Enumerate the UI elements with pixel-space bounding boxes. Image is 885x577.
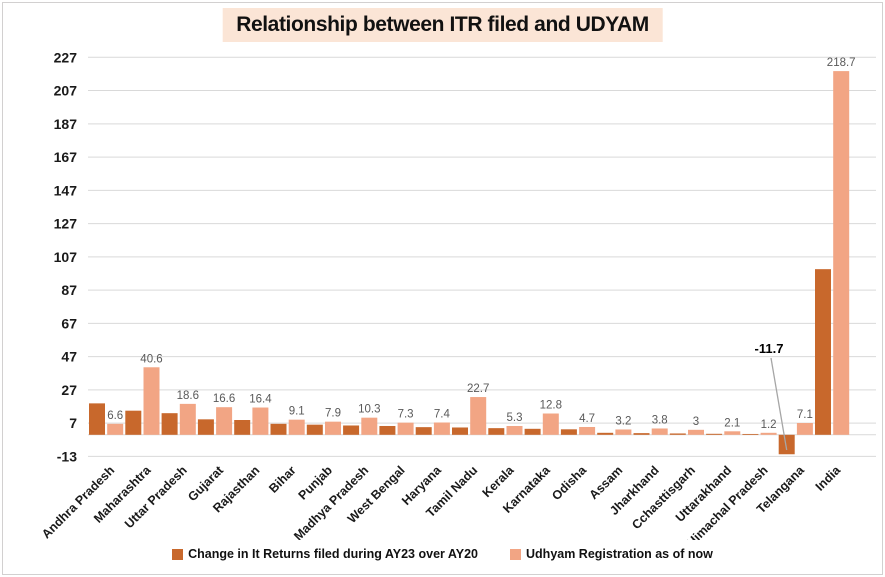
bar-udyam-kerala [506,425,523,435]
legend-label-itr: Change in It Returns filed during AY23 o… [188,547,479,561]
bar-itr-kerala [488,428,505,435]
y-tick-label: -13 [57,448,77,464]
bar-itr-assam [597,432,614,435]
bar-itr-uttarakhand [706,433,723,435]
data-label: 16.6 [213,393,235,405]
data-label: 3.8 [652,414,668,426]
y-tick-label: 27 [61,382,77,398]
y-tick-label: 87 [61,282,77,298]
data-label: 1.2 [761,419,777,431]
data-label: 9.1 [289,406,305,418]
chart-title: Relationship between ITR filed and UDYAM [222,8,663,42]
x-category-label: India [813,462,844,493]
bar-udyam-west-bengal [397,422,414,435]
bar-itr-west-bengal [379,425,396,435]
data-label: 7.1 [797,409,813,421]
plot-area: -13 7 27 47 67 87 107 127 147 167 187 207 227 6.6 40.6… [39,49,876,540]
bar-itr-india [815,269,831,435]
bar-itr-karnataka [524,428,541,435]
bar-itr-jharkhand [633,433,650,435]
bar-udyam-punjab [325,421,341,435]
y-tick-label: 7 [69,415,77,431]
x-category-label: Bihar [266,463,299,496]
data-label: 12.8 [540,400,562,412]
legend: Change in It Returns filed during AY23 o… [0,542,885,566]
legend-item-itr: Change in It Returns filed during AY23 o… [172,547,478,561]
data-label: 6.6 [107,410,123,422]
bar-itr-gujarat [197,419,214,435]
x-category-label: Odisha [549,462,590,503]
bar-itr-bihar [270,423,287,435]
callout-leader-line [770,357,788,451]
bar-udyam-rajasthan [252,407,269,435]
bar-udyam-haryana [433,422,450,435]
bar-udyam-gujarat [216,407,233,435]
bar-itr-uttar-pradesh [161,413,178,435]
data-label: 40.6 [140,353,162,365]
data-label: 10.3 [358,404,380,416]
bar-udyam-telangana [796,422,813,435]
y-tick-label: 187 [54,116,78,132]
bar-udyam-madhya-pradesh [361,417,378,435]
bar-itr-haryana [415,427,432,435]
y-tick-label: 227 [54,49,78,65]
bar-udyam-jharkhand [651,428,668,435]
bar-udyam-andhra-pradesh [107,423,124,435]
bar-itr-telangana [778,434,795,455]
legend-swatch-itr [172,548,184,560]
y-tick-label: 47 [61,349,77,365]
bar-udyam-uttarakhand [724,431,741,435]
data-label: 4.7 [579,413,595,425]
legend-label-udyam: Udhyam Registration as of now [526,547,713,561]
bar-itr-himachal-pradesh [742,433,759,435]
bar-itr-odisha [560,429,577,435]
bar-udyam-assam [615,429,632,435]
bar-udyam-maharashtra [143,367,160,435]
bar-itr-rajasthan [234,419,251,435]
bar-udyam-cchasttisgarh [688,429,704,435]
bar-itr-tamil-nadu [452,427,468,435]
bar-itr-maharashtra [125,410,142,435]
bar-udyam-india [833,71,850,435]
y-tick-label: 127 [54,216,78,232]
bar-udyam-odisha [579,426,596,435]
y-tick-label: 167 [54,149,78,165]
callout-label: -11.7 [755,341,784,356]
bar-udyam-himachal-pradesh [760,432,777,435]
y-tick-label: 67 [61,315,77,331]
data-label: 5.3 [507,412,523,424]
data-label: 18.6 [177,390,199,402]
data-label: 3.2 [615,415,631,427]
data-label: 2.1 [724,417,740,429]
data-label: 218.7 [827,57,856,69]
y-tick-label: 207 [54,83,78,99]
data-label: 16.4 [249,394,272,406]
legend-item-udyam: Udhyam Registration as of now [510,547,713,561]
legend-swatch-udyam [510,548,522,560]
data-label: 22.7 [467,383,489,395]
bar-udyam-uttar-pradesh [179,403,196,435]
data-label: 3 [693,416,699,428]
bar-udyam-bihar [288,419,305,435]
bar-itr-andhra-pradesh [89,403,105,435]
bar-udyam-tamil-nadu [470,397,487,435]
data-label: 7.3 [398,409,414,421]
bar-itr-cchasttisgarh [669,433,686,435]
data-label: 7.4 [434,408,451,420]
bar-itr-punjab [306,424,323,435]
data-label: 7.9 [325,408,341,420]
bar-udyam-karnataka [542,413,559,435]
y-tick-label: 147 [54,182,78,198]
x-category-label: Cchasttisgarh [629,463,698,532]
bar-itr-madhya-pradesh [343,425,360,435]
y-tick-label: 107 [54,249,78,265]
